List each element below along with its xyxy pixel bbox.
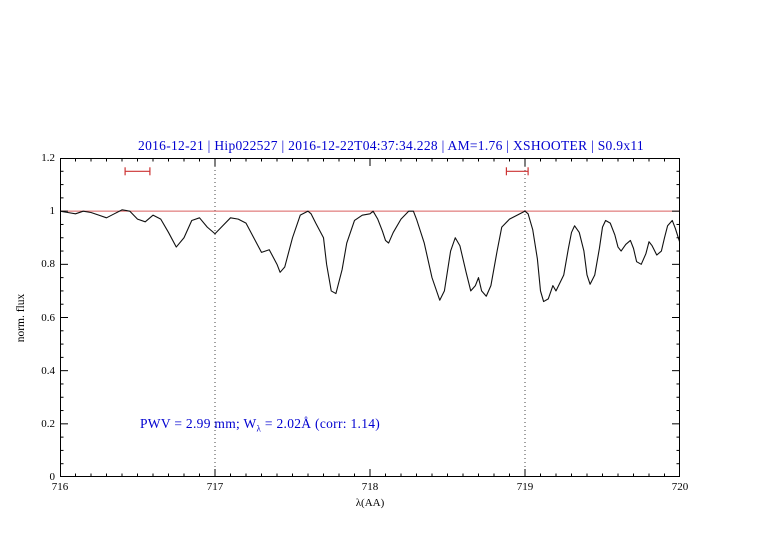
pwv-annotation-prefix: PWV = 2.99 mm; W bbox=[140, 416, 257, 431]
pwv-annotation-sub: λ bbox=[256, 423, 262, 434]
pwv-annotation: PWV = 2.99 mm; Wλ = 2.02Å (corr: 1.14) bbox=[140, 416, 380, 434]
y-tick-label: 1.2 bbox=[41, 152, 55, 164]
plot-area bbox=[60, 158, 680, 477]
x-axis-label: λ(AA) bbox=[355, 497, 385, 509]
x-tick-label: 719 bbox=[516, 481, 534, 493]
y-tick-label: 0 bbox=[49, 471, 56, 483]
spectrum-plot-svg bbox=[60, 158, 680, 477]
pwv-annotation-suffix: = 2.02Å (corr: 1.14) bbox=[261, 416, 381, 431]
y-tick-label: 0.8 bbox=[41, 258, 55, 271]
x-tick-label: 717 bbox=[206, 481, 224, 493]
y-axis-label: norm. flux bbox=[15, 293, 27, 343]
y-tick-label: 0.6 bbox=[41, 311, 55, 324]
x-tick-label: 718 bbox=[361, 481, 379, 493]
x-tick-label: 716 bbox=[51, 481, 69, 493]
y-tick-label: 0.4 bbox=[41, 364, 55, 377]
plot-title: 2016-12-21 | Hip022527 | 2016-12-22T04:3… bbox=[138, 138, 644, 153]
x-tick-label: 720 bbox=[671, 481, 689, 493]
y-tick-label: 0.2 bbox=[41, 417, 55, 430]
y-tick-label: 1 bbox=[49, 205, 56, 218]
